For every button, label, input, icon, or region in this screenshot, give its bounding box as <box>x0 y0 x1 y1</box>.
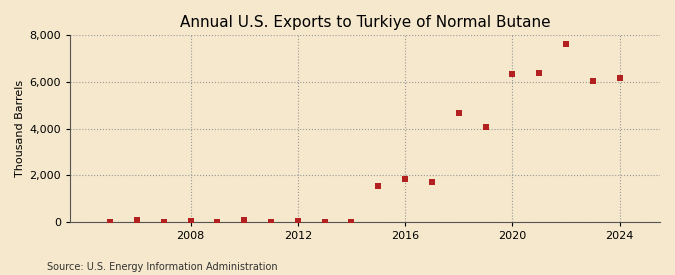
Y-axis label: Thousand Barrels: Thousand Barrels <box>15 80 25 177</box>
Point <box>319 219 330 224</box>
Point <box>587 79 598 84</box>
Point <box>561 42 572 46</box>
Point <box>266 219 277 224</box>
Point <box>239 218 250 223</box>
Point <box>427 180 437 184</box>
Point <box>480 125 491 130</box>
Point <box>132 218 142 223</box>
Point <box>346 219 357 224</box>
Point <box>292 218 303 223</box>
Point <box>159 219 169 224</box>
Text: Source: U.S. Energy Information Administration: Source: U.S. Energy Information Administ… <box>47 262 278 272</box>
Title: Annual U.S. Exports to Turkiye of Normal Butane: Annual U.S. Exports to Turkiye of Normal… <box>180 15 550 30</box>
Point <box>105 219 115 224</box>
Point <box>534 71 545 75</box>
Point <box>400 177 410 182</box>
Point <box>185 218 196 223</box>
Point <box>212 219 223 224</box>
Point <box>454 111 464 116</box>
Point <box>614 76 625 80</box>
Point <box>373 184 383 188</box>
Point <box>507 72 518 77</box>
